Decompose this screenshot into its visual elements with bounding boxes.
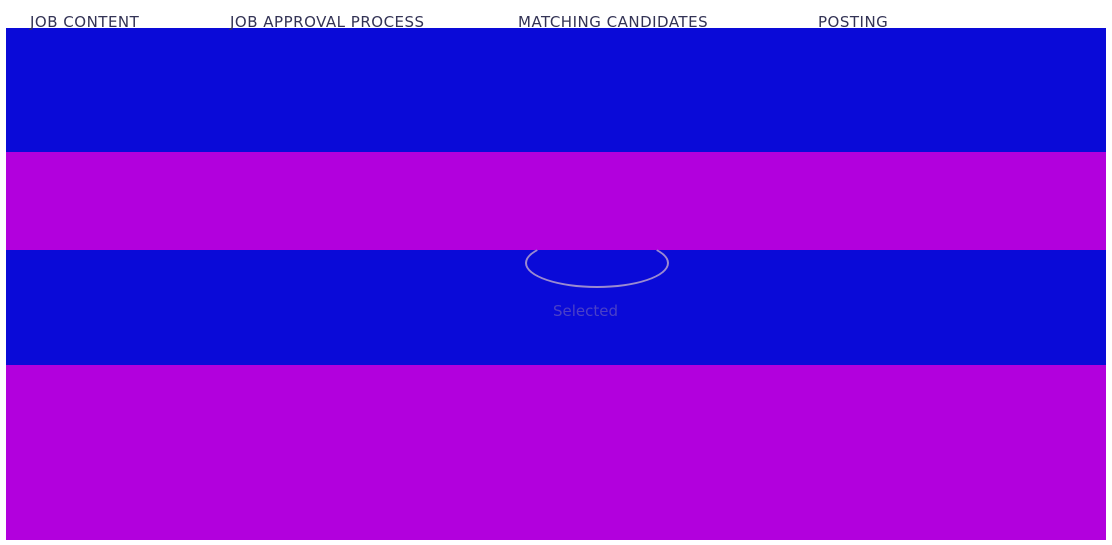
tab-bar: JOB CONTENT JOB APPROVAL PROCESS MATCHIN… (6, 8, 1106, 31)
tab[interactable]: JOB CONTENT (30, 13, 140, 31)
status-ring (525, 238, 669, 288)
tab[interactable]: JOB APPROVAL PROCESS (230, 13, 425, 31)
tab[interactable]: MATCHING CANDIDATES (518, 13, 709, 31)
header-band (6, 28, 1106, 152)
status-label: Selected (553, 302, 619, 320)
tab[interactable]: POSTING (818, 13, 889, 31)
footer-band (6, 365, 1106, 540)
content-band (6, 152, 1106, 250)
